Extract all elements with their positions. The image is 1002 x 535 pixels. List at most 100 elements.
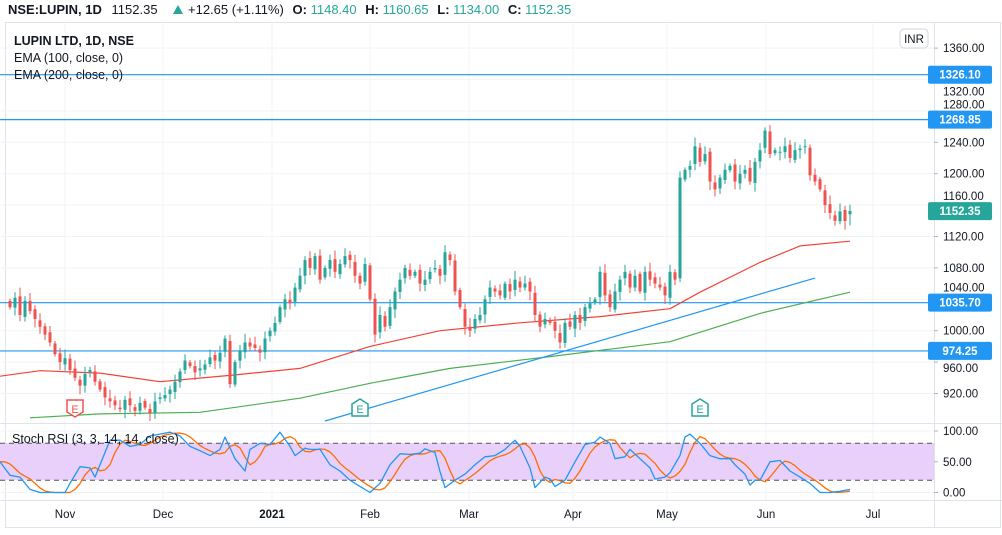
candle[interactable] bbox=[263, 331, 267, 360]
candle[interactable] bbox=[198, 359, 202, 377]
candle[interactable] bbox=[613, 283, 617, 313]
earnings-marker[interactable]: E bbox=[66, 399, 84, 418]
candle[interactable] bbox=[768, 125, 772, 158]
candle[interactable] bbox=[273, 316, 277, 336]
candle[interactable] bbox=[563, 318, 567, 348]
candle[interactable] bbox=[813, 168, 817, 186]
candle[interactable] bbox=[53, 341, 57, 357]
candle[interactable] bbox=[753, 158, 757, 192]
candle[interactable] bbox=[23, 296, 27, 322]
candle[interactable] bbox=[318, 249, 322, 284]
candle[interactable] bbox=[328, 254, 332, 277]
candle[interactable] bbox=[103, 381, 107, 406]
candle[interactable] bbox=[513, 271, 517, 297]
candle[interactable] bbox=[403, 264, 407, 284]
candle[interactable] bbox=[838, 203, 842, 225]
candle[interactable] bbox=[48, 325, 52, 347]
candle[interactable] bbox=[383, 311, 387, 332]
candle[interactable] bbox=[478, 307, 482, 324]
candle[interactable] bbox=[288, 291, 292, 310]
candle[interactable] bbox=[323, 265, 327, 280]
earnings-marker[interactable]: E bbox=[691, 398, 709, 417]
candle[interactable] bbox=[718, 174, 722, 194]
candle[interactable] bbox=[353, 254, 357, 283]
candle[interactable] bbox=[268, 327, 272, 342]
candle[interactable] bbox=[803, 139, 807, 154]
candle[interactable] bbox=[213, 351, 217, 370]
candle[interactable] bbox=[568, 313, 572, 330]
candle[interactable] bbox=[463, 303, 467, 335]
candle[interactable] bbox=[183, 354, 187, 375]
candle[interactable] bbox=[778, 146, 782, 161]
candle[interactable] bbox=[393, 287, 397, 319]
candle[interactable] bbox=[793, 142, 797, 164]
candle[interactable] bbox=[668, 264, 672, 305]
candle[interactable] bbox=[218, 345, 222, 369]
candle[interactable] bbox=[523, 275, 527, 291]
candle[interactable] bbox=[653, 272, 657, 289]
candle[interactable] bbox=[243, 333, 247, 359]
candle[interactable] bbox=[333, 250, 337, 279]
candle[interactable] bbox=[8, 298, 12, 310]
candle[interactable] bbox=[233, 359, 237, 387]
candle[interactable] bbox=[638, 271, 642, 294]
candle[interactable] bbox=[138, 396, 142, 415]
candle[interactable] bbox=[133, 404, 137, 417]
candle[interactable] bbox=[178, 368, 182, 388]
candle[interactable] bbox=[453, 254, 457, 296]
time-axis[interactable]: Nov Dec 2021 Feb Mar Apr May Jun Jul bbox=[55, 509, 881, 521]
candle[interactable] bbox=[223, 335, 227, 358]
candle[interactable] bbox=[113, 395, 117, 410]
candle[interactable] bbox=[368, 263, 372, 302]
candle[interactable] bbox=[673, 269, 677, 286]
candle[interactable] bbox=[643, 266, 647, 301]
candle[interactable] bbox=[498, 284, 502, 300]
candle[interactable] bbox=[438, 264, 442, 285]
candle[interactable] bbox=[828, 195, 832, 220]
candle[interactable] bbox=[488, 280, 492, 305]
candle[interactable] bbox=[73, 360, 77, 381]
candle[interactable] bbox=[548, 317, 552, 326]
candle[interactable] bbox=[748, 160, 752, 185]
candle[interactable] bbox=[693, 137, 697, 171]
candle[interactable] bbox=[663, 282, 667, 305]
candle[interactable] bbox=[418, 264, 422, 292]
candle[interactable] bbox=[508, 278, 512, 300]
candle[interactable] bbox=[593, 296, 597, 306]
candle[interactable] bbox=[238, 344, 242, 369]
candle[interactable] bbox=[598, 266, 602, 305]
candle[interactable] bbox=[428, 267, 432, 284]
candle[interactable] bbox=[473, 314, 477, 334]
candle[interactable] bbox=[683, 167, 687, 182]
candle[interactable] bbox=[433, 260, 437, 273]
candle[interactable] bbox=[633, 269, 637, 292]
candle[interactable] bbox=[248, 337, 252, 352]
candle[interactable] bbox=[123, 395, 127, 419]
candle[interactable] bbox=[848, 204, 852, 226]
candle[interactable] bbox=[583, 304, 587, 327]
candle[interactable] bbox=[38, 313, 42, 334]
candle[interactable] bbox=[258, 345, 262, 362]
candle[interactable] bbox=[193, 360, 197, 381]
candle[interactable] bbox=[713, 175, 717, 197]
candle[interactable] bbox=[468, 318, 472, 337]
candle[interactable] bbox=[553, 316, 557, 339]
candle[interactable] bbox=[758, 143, 762, 169]
candle[interactable] bbox=[158, 392, 162, 404]
legend-ema200[interactable]: EMA (200, close, 0) bbox=[14, 68, 123, 82]
candle[interactable] bbox=[108, 389, 112, 408]
candle[interactable] bbox=[623, 264, 627, 286]
candle[interactable] bbox=[398, 272, 402, 299]
candle[interactable] bbox=[728, 163, 732, 173]
candle[interactable] bbox=[68, 353, 72, 375]
candle[interactable] bbox=[118, 399, 122, 413]
candle[interactable] bbox=[78, 375, 82, 395]
earnings-marker[interactable]: E bbox=[351, 398, 369, 417]
candle[interactable] bbox=[733, 158, 737, 190]
candle[interactable] bbox=[43, 323, 47, 341]
candle[interactable] bbox=[88, 366, 92, 378]
candle[interactable] bbox=[743, 165, 747, 179]
price-axis[interactable]: 920.00 960.00 1000.00 1040.00 1080.00 1120.00… bbox=[934, 43, 985, 500]
candle[interactable] bbox=[798, 144, 802, 159]
candle[interactable] bbox=[443, 245, 447, 282]
